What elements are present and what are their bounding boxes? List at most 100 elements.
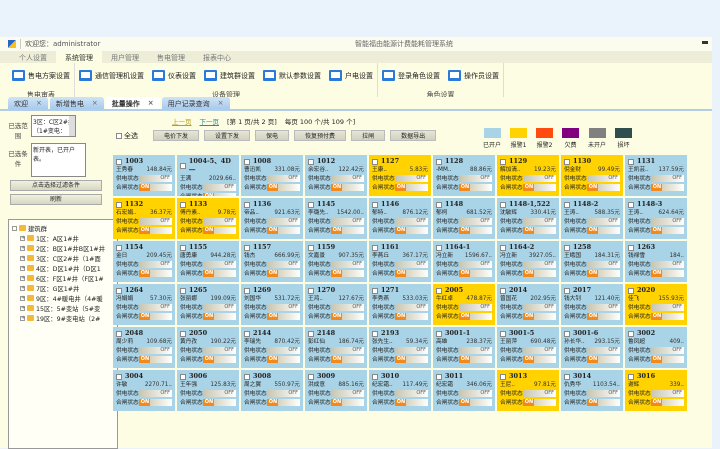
- power-toggle[interactable]: OFF: [394, 218, 428, 225]
- ribbon-tab[interactable]: 个人设置: [19, 54, 47, 62]
- meter-cell[interactable]: 1003 王秀春 148.84元 供电状态 OFF 合闸状态 ON: [113, 155, 175, 196]
- power-toggle[interactable]: OFF: [650, 218, 684, 225]
- power-toggle[interactable]: OFF: [266, 261, 300, 268]
- tree-root[interactable]: 建筑群: [12, 223, 114, 233]
- meter-checkbox[interactable]: [564, 330, 570, 337]
- meter-cell[interactable]: 1012 余宏谷.. 122.42元 供电状态 OFF 合闸状态 ON: [305, 155, 367, 196]
- close-icon[interactable]: ×: [217, 99, 224, 107]
- power-toggle[interactable]: OFF: [138, 175, 172, 182]
- gate-toggle[interactable]: ON: [458, 270, 492, 277]
- meter-cell[interactable]: 3002 鲁凤超 409.. 供电状态 OFF 合闸状态 ON: [625, 327, 687, 368]
- power-toggle[interactable]: OFF: [650, 304, 684, 311]
- power-toggle[interactable]: OFF: [202, 347, 236, 354]
- meter-cell[interactable]: 1145 李璐先.. 1542.00.. 供电状态 OFF 合闸状态 ON: [305, 198, 367, 239]
- meter-checkbox[interactable]: [628, 158, 634, 165]
- meter-checkbox[interactable]: [372, 158, 378, 165]
- meter-cell[interactable]: 3014 仇秀华 1103.54.. 供电状态 OFF 合闸状态 ON: [561, 370, 623, 411]
- power-toggle[interactable]: OFF: [586, 218, 620, 225]
- meter-cell[interactable]: 1265 张丽娜 199.09元 供电状态 OFF 合闸状态 ON: [177, 284, 239, 325]
- gate-toggle[interactable]: ON: [202, 193, 236, 196]
- ribbon-item[interactable]: 户电设置: [329, 70, 373, 81]
- meter-cell[interactable]: 1148-3 王涛.. 624.64元 供电状态 OFF 合闸状态 ON: [625, 198, 687, 239]
- meter-cell[interactable]: 3001-1 高雄 238.37元 供电状态 OFF 合闸状态 ON: [433, 327, 495, 368]
- gate-toggle[interactable]: ON: [138, 184, 172, 191]
- meter-checkbox[interactable]: [436, 330, 442, 337]
- meter-cell[interactable]: 1269 刘国华 531.72元 供电状态 OFF 合闸状态 ON: [241, 284, 303, 325]
- expand-icon[interactable]: +: [20, 294, 26, 301]
- ribbon-item[interactable]: 售电方案设置: [12, 70, 70, 81]
- gate-toggle[interactable]: ON: [202, 270, 236, 277]
- meter-cell[interactable]: 1130 倪金财 99.49元 供电状态 OFF 合闸状态 ON: [561, 155, 623, 196]
- gate-toggle[interactable]: ON: [522, 270, 556, 277]
- power-toggle[interactable]: OFF: [394, 347, 428, 354]
- meter-cell[interactable]: 3001-6 孙长华.. 293.15元 供电状态 OFF 合闸状态 ON: [561, 327, 623, 368]
- gate-toggle[interactable]: ON: [586, 356, 620, 363]
- doc-tab[interactable]: 欢迎 ×: [8, 97, 48, 109]
- meter-checkbox[interactable]: [500, 244, 506, 251]
- meter-checkbox[interactable]: [308, 330, 314, 337]
- tree-node[interactable]: +19区：9#变电站（2#: [12, 313, 114, 323]
- power-toggle[interactable]: OFF: [522, 390, 556, 397]
- meter-cell[interactable]: 1270 王鸿.. 127.67元 供电状态 OFF 合闸状态 ON: [305, 284, 367, 325]
- tree-node[interactable]: +1区：A区1#井: [12, 233, 114, 243]
- power-toggle[interactable]: OFF: [138, 347, 172, 354]
- power-toggle[interactable]: OFF: [138, 304, 172, 311]
- power-toggle[interactable]: OFF: [394, 304, 428, 311]
- gate-toggle[interactable]: ON: [202, 313, 236, 320]
- meter-checkbox[interactable]: [116, 244, 122, 251]
- tree-node[interactable]: +6区：F区1#井（F区1#: [12, 273, 114, 283]
- meter-checkbox[interactable]: [564, 244, 570, 251]
- gate-toggle[interactable]: ON: [650, 227, 684, 234]
- power-toggle[interactable]: OFF: [394, 175, 428, 182]
- meter-checkbox[interactable]: [244, 373, 250, 380]
- tree-node[interactable]: +2区：B区1#井B区1#井: [12, 243, 114, 253]
- ribbon-tab[interactable]: 系统管理: [56, 51, 102, 63]
- meter-cell[interactable]: 1264 冯娟娟 57.30元 供电状态 OFF 合闸状态 ON: [113, 284, 175, 325]
- meter-cell[interactable]: 2048 周少莉 109.68元 供电状态 OFF 合闸状态 ON: [113, 327, 175, 368]
- gate-toggle[interactable]: ON: [586, 313, 620, 320]
- meter-cell[interactable]: 1127 王康.. 5.83元 供电状态 OFF 合闸状态 ON: [369, 155, 431, 196]
- condition-textarea[interactable]: 新开表，已开户表。: [31, 143, 86, 177]
- tree-node[interactable]: +9区：4#暖电井（4#暖: [12, 293, 114, 303]
- gate-toggle[interactable]: ON: [458, 356, 492, 363]
- gate-toggle[interactable]: ON: [202, 227, 236, 234]
- tree-node[interactable]: +3区：C区2#井（1#面: [12, 253, 114, 263]
- meter-checkbox[interactable]: [372, 373, 378, 380]
- ribbon-item[interactable]: 操作员设置: [448, 70, 499, 81]
- gate-toggle[interactable]: ON: [650, 399, 684, 406]
- gate-toggle[interactable]: ON: [522, 356, 556, 363]
- meter-cell[interactable]: 1008 曹迅凯 331.08元 供电状态 OFF 合闸状态 ON: [241, 155, 303, 196]
- gate-toggle[interactable]: ON: [138, 227, 172, 234]
- meter-cell[interactable]: 2017 钱大钊 121.40元 供电状态 OFF 合闸状态 ON: [561, 284, 623, 325]
- power-toggle[interactable]: OFF: [650, 390, 684, 397]
- meter-cell[interactable]: 1148 郁柯 681.52元 供电状态 OFF 合闸状态 ON: [433, 198, 495, 239]
- meter-checkbox[interactable]: [500, 373, 506, 380]
- meter-checkbox[interactable]: [500, 201, 506, 208]
- gate-toggle[interactable]: ON: [522, 227, 556, 234]
- filter-condition-button[interactable]: 点击选择过滤条件: [10, 180, 102, 191]
- gate-toggle[interactable]: ON: [458, 184, 492, 191]
- meter-checkbox[interactable]: [180, 244, 186, 251]
- gate-toggle[interactable]: ON: [458, 313, 492, 320]
- gate-toggle[interactable]: ON: [202, 356, 236, 363]
- meter-checkbox[interactable]: [244, 287, 250, 294]
- prev-page-link[interactable]: 上一页: [172, 118, 192, 126]
- meter-checkbox[interactable]: [628, 373, 634, 380]
- tree-node[interactable]: +15区：5#变站（5#变: [12, 303, 114, 313]
- scope-listbox[interactable]: 3区：C区2#井（1#变电：2#变电，2#变电…: [31, 115, 76, 137]
- meter-checkbox[interactable]: [564, 158, 570, 165]
- gate-toggle[interactable]: ON: [394, 356, 428, 363]
- meter-cell[interactable]: 2144 李瑞先 870.42元 供电状态 OFF 合闸状态 ON: [241, 327, 303, 368]
- meter-checkbox[interactable]: [628, 287, 634, 294]
- meter-cell[interactable]: 2148 彭红仙 186.74元 供电状态 OFF 合闸状态 ON: [305, 327, 367, 368]
- gate-toggle[interactable]: ON: [394, 399, 428, 406]
- meter-checkbox[interactable]: [372, 330, 378, 337]
- power-toggle[interactable]: OFF: [586, 261, 620, 268]
- gate-toggle[interactable]: ON: [586, 270, 620, 277]
- power-toggle[interactable]: OFF: [202, 218, 236, 225]
- power-toggle[interactable]: OFF: [458, 218, 492, 225]
- meter-checkbox[interactable]: [116, 373, 122, 380]
- ribbon-item[interactable]: 通信管理机设置: [79, 70, 144, 81]
- ribbon-tab[interactable]: 售电管理: [157, 54, 185, 62]
- power-toggle[interactable]: OFF: [330, 218, 364, 225]
